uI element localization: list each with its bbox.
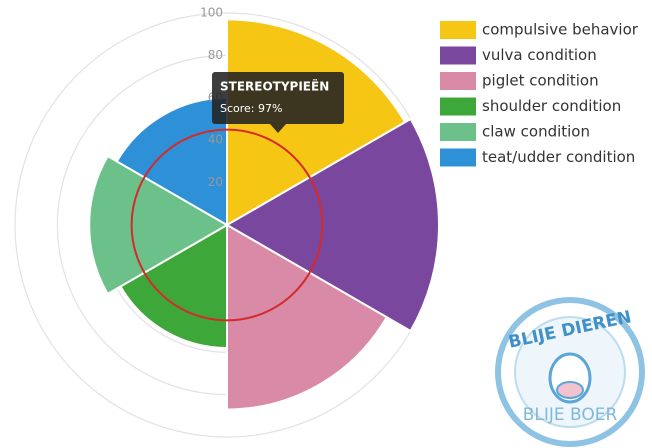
- tooltip-title: STEREOTYPIEËN: [220, 79, 329, 94]
- legend-swatch: [440, 21, 476, 39]
- legend-label: teat/udder condition: [482, 148, 635, 166]
- legend-label: vulva condition: [482, 46, 597, 64]
- legend-swatch: [440, 97, 476, 116]
- r-tick-label: 100: [200, 6, 223, 20]
- tooltip-arrow: [270, 124, 286, 133]
- legend-swatch: [440, 148, 476, 167]
- logo-bottom: BLIJE BOER: [523, 405, 618, 425]
- logo: BLIJE DIEREN BLIJE BOER: [495, 297, 645, 447]
- tooltip-box: [212, 72, 344, 124]
- legend-swatch: [440, 72, 476, 90]
- legend-label: compulsive behavior: [482, 21, 639, 39]
- logo-nose: [556, 381, 584, 399]
- r-tick-label: 20: [208, 175, 223, 189]
- legend-swatch: [440, 123, 476, 141]
- legend-label: claw condition: [482, 123, 590, 141]
- tooltip-text: Score: 97%: [220, 102, 282, 115]
- legend-label: shoulder condition: [482, 97, 621, 115]
- wedge: [225, 117, 440, 333]
- wedge: [88, 154, 229, 296]
- legend-swatch: [440, 46, 476, 65]
- legend-label: piglet condition: [482, 72, 599, 90]
- threshold-circle: [130, 128, 324, 322]
- r-tick-label: 80: [208, 48, 223, 62]
- wedge: [226, 223, 389, 411]
- r-tick-label: 40: [208, 133, 223, 147]
